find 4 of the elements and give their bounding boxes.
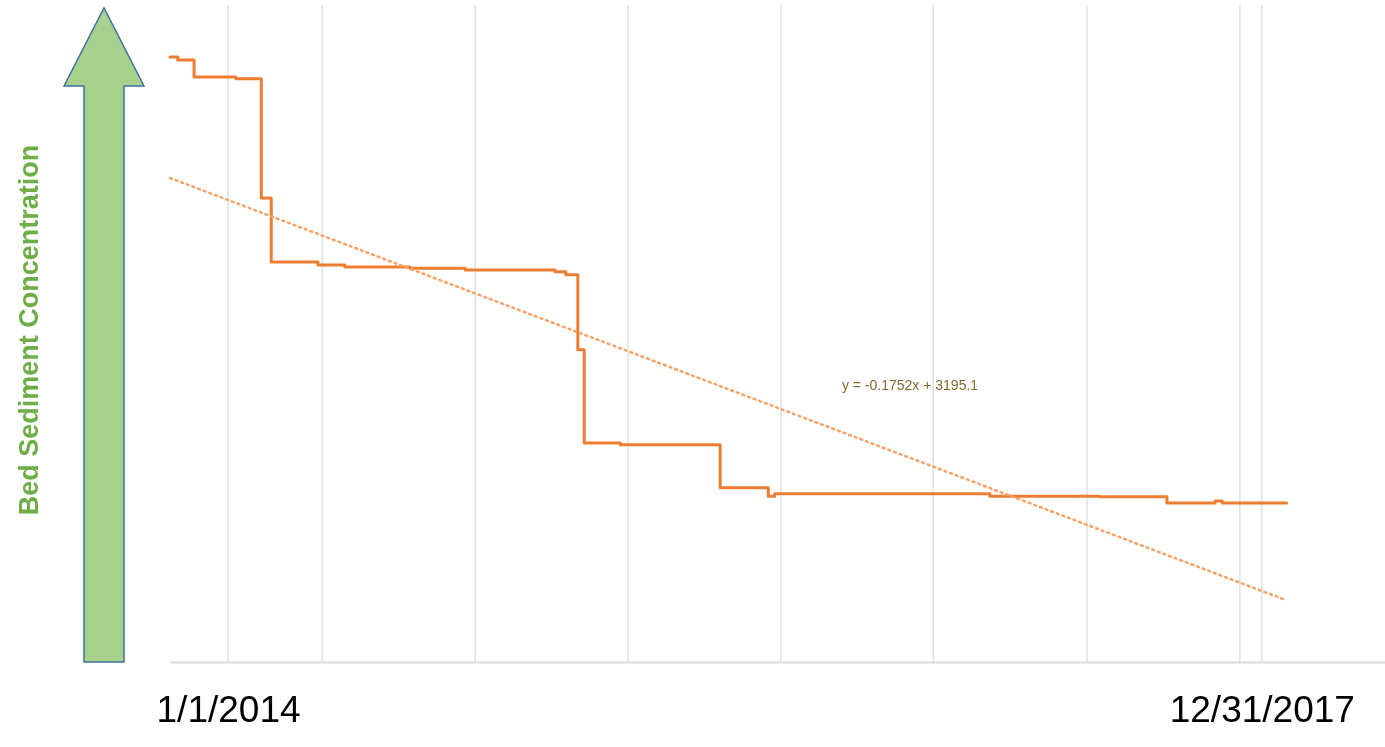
x-tick-label: 12/31/2017 bbox=[1169, 689, 1355, 731]
y-axis-title: Bed Sediment Concentration bbox=[14, 144, 44, 516]
x-tick-label: 1/1/2014 bbox=[156, 689, 301, 731]
annotation: y = -0.1752x + 3195.1 bbox=[841, 377, 979, 393]
